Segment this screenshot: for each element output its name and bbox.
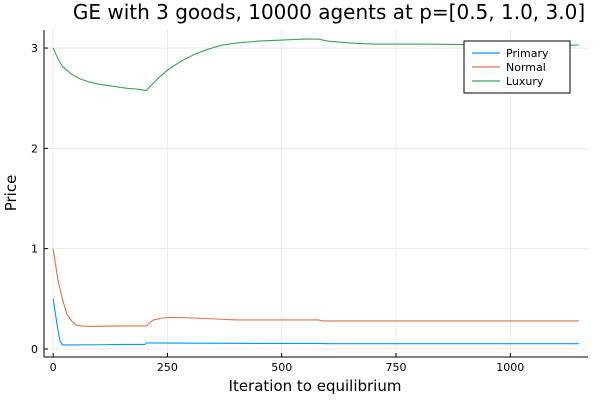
- y-tick-label: 1: [31, 243, 38, 256]
- legend-label: Luxury: [506, 75, 544, 88]
- axes: 0 250 500 750 1000 0 1 2 3: [31, 30, 588, 374]
- y-tick-label: 2: [31, 142, 38, 155]
- y-tick-label: 3: [31, 42, 38, 55]
- y-axis-label: Price: [2, 175, 20, 212]
- series-line-normal: [52, 248, 579, 327]
- legend-label: Normal: [506, 61, 546, 74]
- series-line-luxury: [52, 38, 579, 91]
- x-tick-label: 250: [157, 361, 178, 374]
- plot-series: [52, 38, 579, 346]
- legend-label: Primary: [506, 47, 549, 60]
- y-tick-label: 0: [31, 343, 38, 356]
- chart-title: GE with 3 goods, 10000 agents at p=[0.5,…: [73, 0, 585, 24]
- x-tick-label: 500: [271, 361, 292, 374]
- x-tick-label: 0: [50, 361, 57, 374]
- series-line-primary: [52, 298, 579, 346]
- x-axis-label: Iteration to equilibrium: [229, 377, 402, 395]
- x-tick-label: 1000: [496, 361, 524, 374]
- x-tick-label: 750: [386, 361, 407, 374]
